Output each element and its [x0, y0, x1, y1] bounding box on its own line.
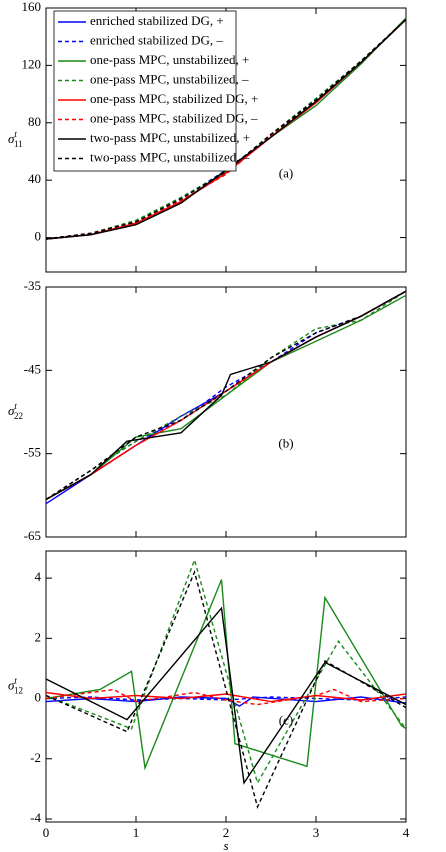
- x-tick-label: 4: [403, 825, 410, 840]
- series-line: [45, 691, 407, 703]
- legend-box: [53, 10, 237, 172]
- y-tick-label: 120: [22, 56, 42, 71]
- plot-frame: [45, 550, 407, 823]
- x-tick-label: 2: [223, 825, 230, 840]
- y-tick-label: -65: [24, 528, 41, 543]
- x-tick-label: 1: [133, 825, 140, 840]
- x-tick-label: 0: [43, 825, 50, 840]
- y-label-sup: t: [14, 401, 17, 411]
- legend-label: two-pass MPC, unstabilized, +: [90, 130, 250, 145]
- x-axis-label: s: [223, 838, 228, 852]
- y-label-symbol: σ: [8, 403, 15, 418]
- y-tick-label: -35: [24, 278, 41, 293]
- x-tick-label: 3: [313, 825, 320, 840]
- panel-label: (a): [279, 165, 293, 180]
- legend-label: enriched stabilized DG, +: [90, 13, 224, 28]
- series-line: [45, 557, 407, 785]
- y-axis-label: σt 22: [8, 401, 23, 421]
- y-label-sup: t: [14, 129, 17, 139]
- y-tick-label: 0: [35, 690, 42, 705]
- y-tick-label: 4: [35, 569, 42, 584]
- series-line: [45, 569, 407, 809]
- legend-label: enriched stabilized DG, –: [90, 32, 223, 47]
- y-label-sub: 12: [14, 686, 23, 696]
- series-line: [45, 294, 407, 501]
- y-tick-label: -45: [24, 361, 41, 376]
- y-tick-label: -55: [24, 445, 41, 460]
- legend-label: one-pass MPC, unstabilized, –: [90, 71, 249, 86]
- series-line: [45, 579, 407, 771]
- legend-label: one-pass MPC, unstabilized, +: [90, 52, 249, 67]
- y-tick-label: 0: [35, 229, 42, 244]
- y-label-symbol: σ: [8, 131, 15, 146]
- y-tick-label: 40: [28, 171, 41, 186]
- panel-label: (b): [278, 435, 293, 450]
- y-label-sub: 22: [14, 411, 23, 421]
- series-line: [45, 290, 407, 501]
- y-label-sup: t: [14, 676, 17, 686]
- y-tick-label: 80: [28, 114, 41, 129]
- legend-label: one-pass MPC, stabilized DG, –: [90, 110, 258, 125]
- y-tick-label: -4: [30, 810, 41, 825]
- y-tick-label: 2: [35, 629, 42, 644]
- series-line: [45, 290, 407, 505]
- y-tick-label: -2: [30, 750, 41, 765]
- series-line: [45, 696, 407, 707]
- legend-label: one-pass MPC, stabilized DG, +: [90, 91, 258, 106]
- y-axis-label: σt 11: [8, 129, 23, 149]
- panel-label: (c): [279, 713, 293, 728]
- y-axis-label: σt 12: [8, 676, 23, 696]
- y-label-symbol: σ: [8, 677, 15, 692]
- series-line: [45, 290, 407, 501]
- y-tick-label: 160: [22, 0, 42, 14]
- legend-label: two-pass MPC, unstabilized, –: [90, 149, 250, 164]
- series-line: [45, 688, 407, 706]
- y-label-sub: 11: [14, 139, 23, 149]
